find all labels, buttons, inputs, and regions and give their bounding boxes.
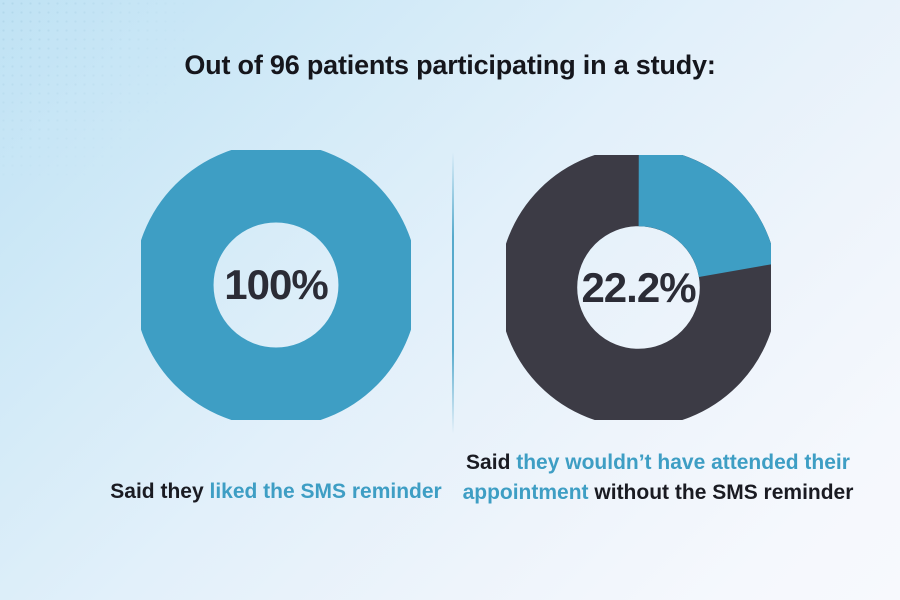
caption-right-highlight: they wouldn’t have attended their appoin… (462, 451, 850, 504)
caption-right-tail: without the SMS reminder (588, 481, 854, 504)
donut-segment-would-have-attended (506, 155, 771, 420)
donut-chart-would-not-attend: 22.2% (506, 155, 771, 420)
page-title: Out of 96 patients participating in a st… (184, 50, 716, 80)
caption-right-lead: Said (466, 451, 517, 474)
stat-block-right: 22.2% Said they wouldn’t have attended t… (418, 0, 858, 600)
caption-left-highlight: liked the SMS reminder (209, 480, 442, 503)
caption-right: Said they wouldn’t have attended their a… (458, 448, 858, 508)
stat-block-left: 100% Said they liked the SMS reminder (26, 0, 526, 600)
caption-left-lead: Said they (110, 480, 210, 503)
donut-center-value-left: 100% (224, 261, 328, 308)
donut-chart-liked-sms-svg (141, 150, 411, 420)
donut-center-value-right: 22.2% (581, 263, 696, 311)
vertical-divider (452, 152, 454, 434)
donut-chart-would-not-attend-svg (506, 155, 771, 420)
donut-segment-liked (141, 150, 411, 420)
caption-left: Said they liked the SMS reminder (86, 477, 466, 507)
donut-chart-liked-sms: 100% (141, 150, 411, 420)
